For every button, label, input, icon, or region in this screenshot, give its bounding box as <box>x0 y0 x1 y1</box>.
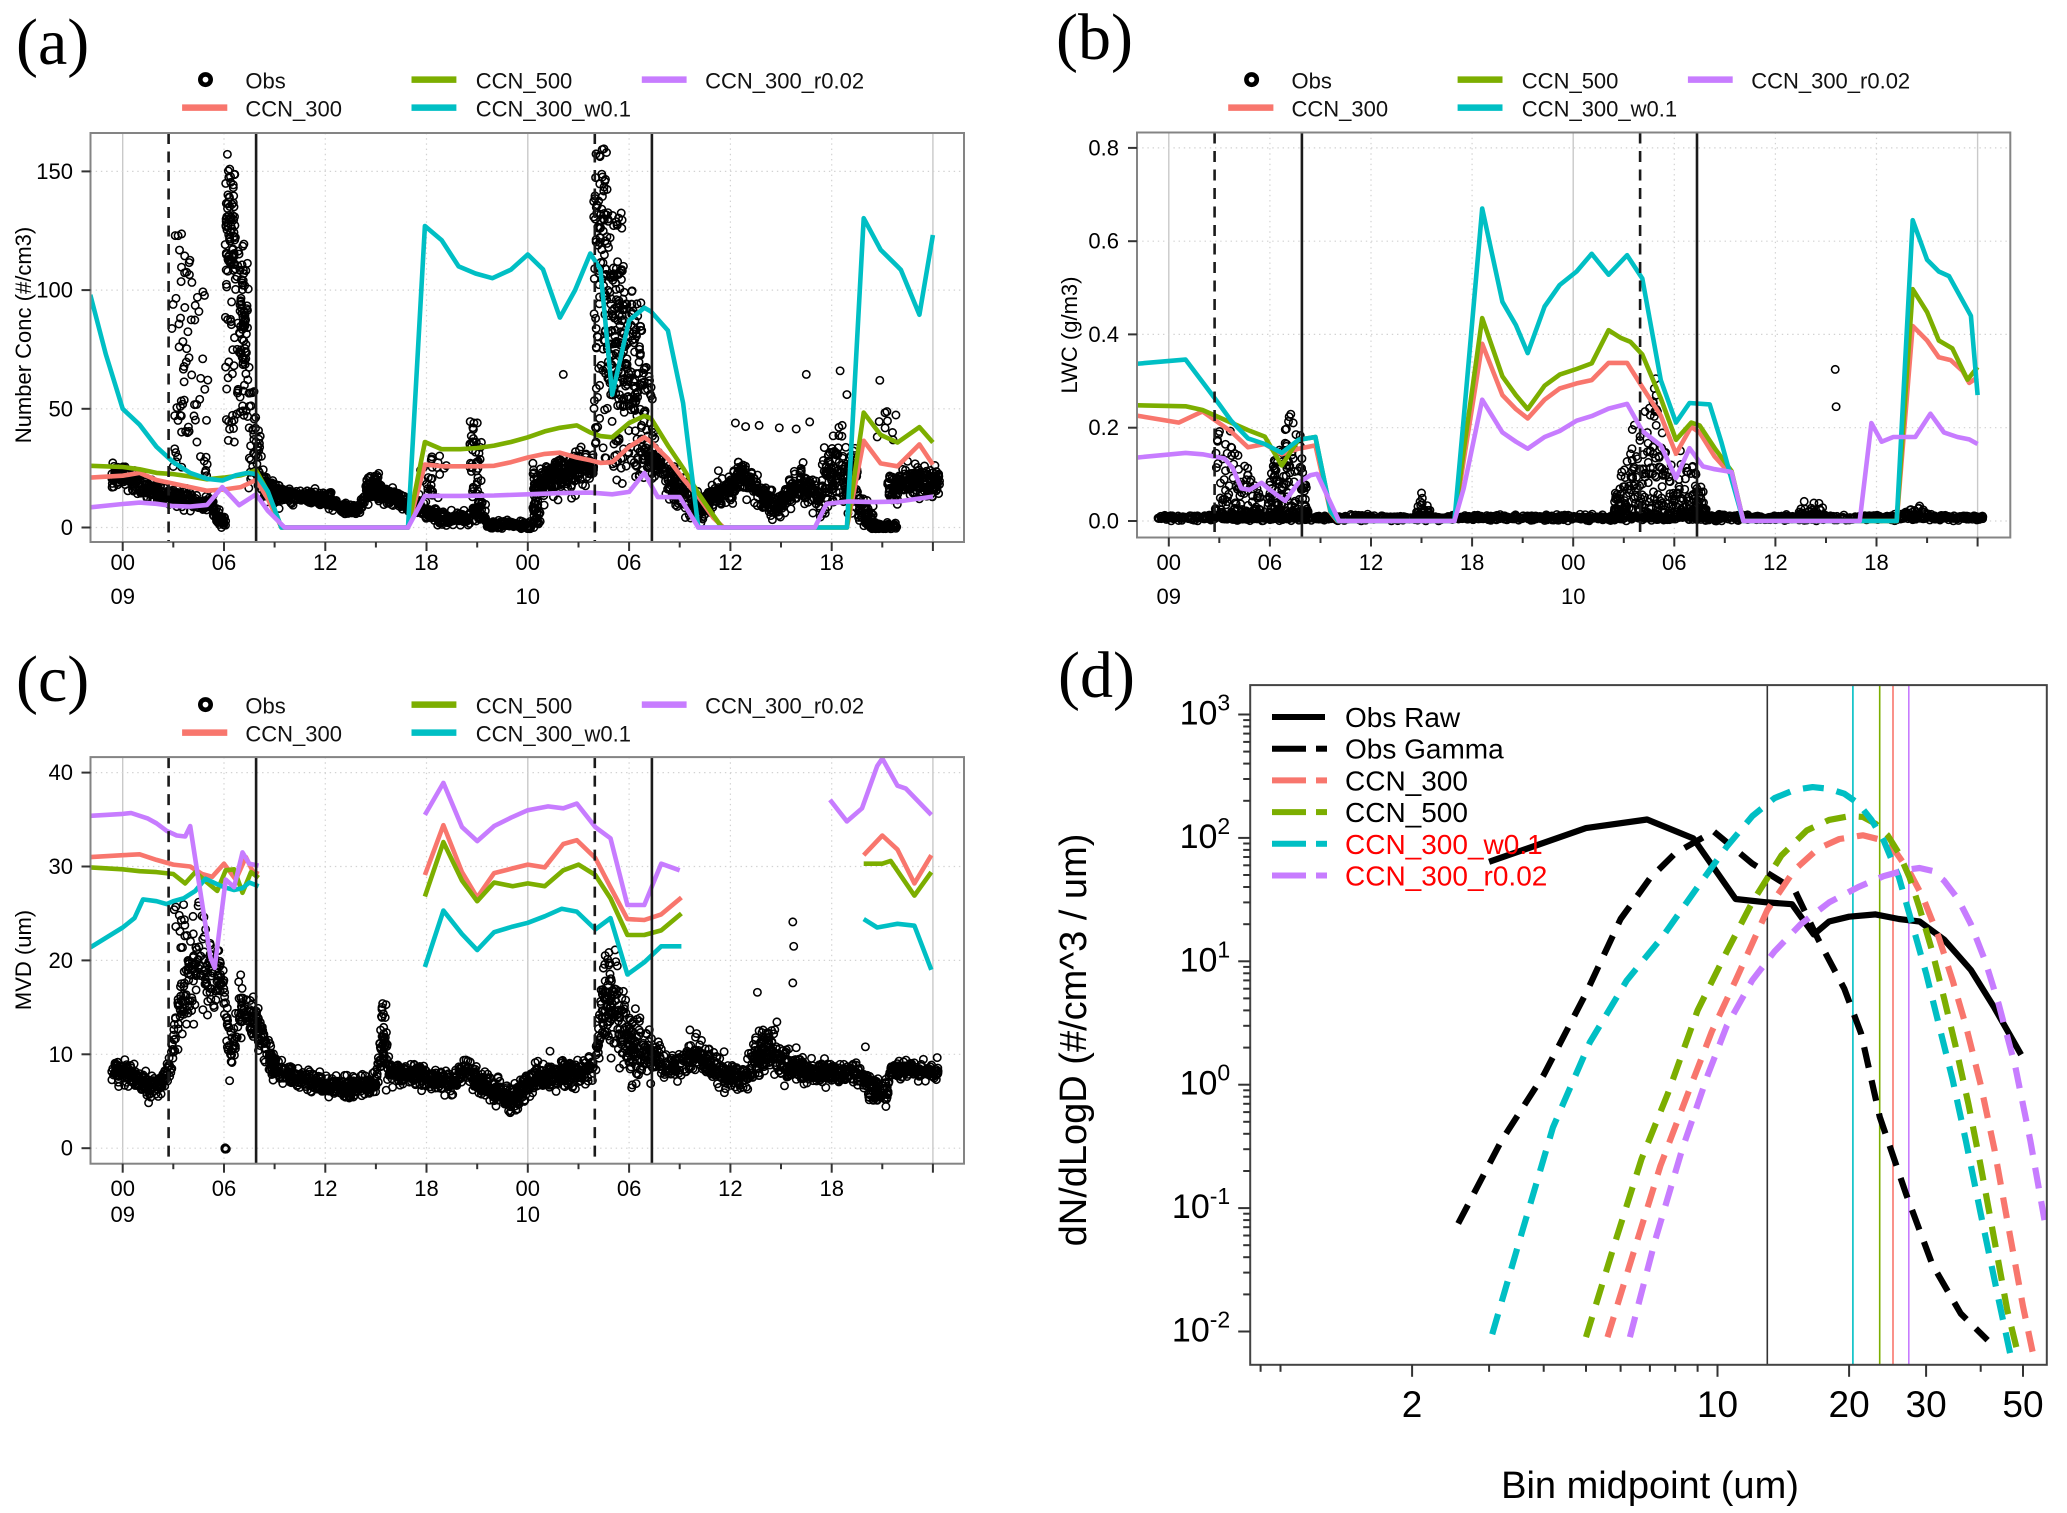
svg-text:12: 12 <box>313 550 337 575</box>
svg-text:CCN_500: CCN_500 <box>476 69 573 94</box>
svg-text:18: 18 <box>819 550 843 575</box>
svg-text:18: 18 <box>414 550 438 575</box>
svg-text:(c): (c) <box>16 643 89 716</box>
svg-text:Obs: Obs <box>245 69 285 94</box>
svg-text:CCN_300_w0.1: CCN_300_w0.1 <box>1522 97 1677 122</box>
svg-text:00: 00 <box>516 550 540 575</box>
svg-text:09: 09 <box>110 584 134 609</box>
svg-text:00: 00 <box>110 550 134 575</box>
svg-text:CCN_300_w0.1: CCN_300_w0.1 <box>476 97 631 122</box>
svg-text:(a): (a) <box>16 6 89 79</box>
svg-text:12: 12 <box>718 550 742 575</box>
svg-text:(b): (b) <box>1056 1 1133 74</box>
svg-text:50: 50 <box>49 396 73 421</box>
svg-text:06: 06 <box>212 550 236 575</box>
svg-text:100: 100 <box>36 278 73 303</box>
svg-text:150: 150 <box>36 159 73 184</box>
svg-text:CCN_300: CCN_300 <box>245 97 342 122</box>
svg-text:CCN_500: CCN_500 <box>1522 69 1619 94</box>
svg-text:Number Conc (#/cm3): Number Conc (#/cm3) <box>11 227 36 443</box>
svg-text:0: 0 <box>61 515 73 540</box>
svg-text:Obs: Obs <box>1292 69 1332 94</box>
svg-text:06: 06 <box>617 550 641 575</box>
svg-text:(d): (d) <box>1058 639 1135 712</box>
svg-text:10: 10 <box>516 584 540 609</box>
svg-text:CCN_300_r0.02: CCN_300_r0.02 <box>1751 69 1910 94</box>
svg-text:CCN_300_r0.02: CCN_300_r0.02 <box>705 69 864 94</box>
svg-text:CCN_300: CCN_300 <box>1292 97 1389 122</box>
